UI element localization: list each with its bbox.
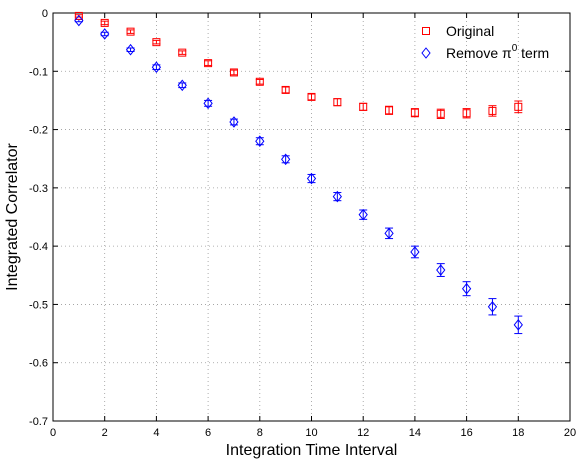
point-original xyxy=(333,98,342,107)
x-tick-label: 6 xyxy=(205,427,211,439)
point-removed xyxy=(74,14,84,27)
point-original xyxy=(100,18,109,27)
x-tick-label: 18 xyxy=(512,427,524,439)
x-tick-label: 12 xyxy=(357,427,369,439)
x-axis-label: Integration Time Interval xyxy=(226,442,398,459)
axis-ticks xyxy=(52,12,571,422)
point-removed xyxy=(358,208,368,221)
point-original xyxy=(385,106,394,115)
legend-label: Remove π0 term xyxy=(446,43,549,61)
point-original xyxy=(178,48,187,57)
point-original xyxy=(307,92,316,101)
x-tick-label: 8 xyxy=(257,427,263,439)
point-original xyxy=(359,102,368,111)
legend: Original Remove π0 term xyxy=(421,23,549,61)
point-removed xyxy=(100,28,110,40)
point-original xyxy=(488,106,497,115)
tick-labels: 0 2 4 6 8 10 12 14 16 18 20 0 -0.1 -0.2 -0.3 -0.4 -0.5 -0… xyxy=(29,8,576,439)
point-original xyxy=(204,59,213,68)
point-original xyxy=(410,108,419,117)
point-original xyxy=(281,85,290,94)
data-markers xyxy=(74,11,523,331)
point-removed xyxy=(436,264,446,276)
point-removed xyxy=(203,97,213,110)
point-original xyxy=(255,77,264,86)
point-original xyxy=(74,11,83,20)
point-removed xyxy=(410,246,420,258)
x-tick-label: 20 xyxy=(564,427,576,439)
x-tick-label: 14 xyxy=(409,427,421,439)
point-removed xyxy=(384,227,394,240)
y-tick-label: -0.3 xyxy=(29,183,48,195)
point-original xyxy=(514,102,523,111)
point-original xyxy=(126,27,135,36)
point-original xyxy=(229,68,238,77)
x-tick-label: 4 xyxy=(153,427,159,439)
point-removed xyxy=(125,43,136,56)
legend-label: Original xyxy=(446,23,494,39)
grid-lines xyxy=(53,13,570,421)
legend-label-suffix: term xyxy=(517,45,549,61)
x-tick-label: 0 xyxy=(50,427,56,439)
y-tick-label: -0.5 xyxy=(29,299,48,311)
point-removed xyxy=(229,116,239,128)
y-tick-label: -0.4 xyxy=(29,241,48,253)
point-removed xyxy=(487,300,498,313)
point-removed xyxy=(513,319,523,331)
legend-marker-square xyxy=(422,27,430,35)
y-tick-label: 0 xyxy=(42,8,48,20)
legend-superscript: 0 xyxy=(512,43,518,54)
x-tick-label: 10 xyxy=(305,427,317,439)
point-original xyxy=(436,109,445,118)
point-removed xyxy=(306,172,317,185)
point-removed xyxy=(151,61,162,74)
point-removed xyxy=(177,79,187,92)
point-removed xyxy=(332,190,342,203)
x-tick-label: 16 xyxy=(460,427,472,439)
point-original xyxy=(152,38,161,47)
point-removed xyxy=(255,135,265,148)
point-original xyxy=(462,109,471,118)
y-tick-label: -0.2 xyxy=(29,125,48,137)
x-tick-label: 2 xyxy=(102,427,108,439)
error-bars xyxy=(74,14,523,335)
y-tick-label: -0.6 xyxy=(29,358,48,370)
y-tick-label: -0.1 xyxy=(29,66,48,78)
legend-marker-diamond xyxy=(421,47,431,59)
y-axis-label: Integrated Correlator xyxy=(4,143,21,291)
point-removed xyxy=(281,153,291,166)
point-removed xyxy=(461,282,472,295)
y-tick-label: -0.7 xyxy=(29,416,48,428)
